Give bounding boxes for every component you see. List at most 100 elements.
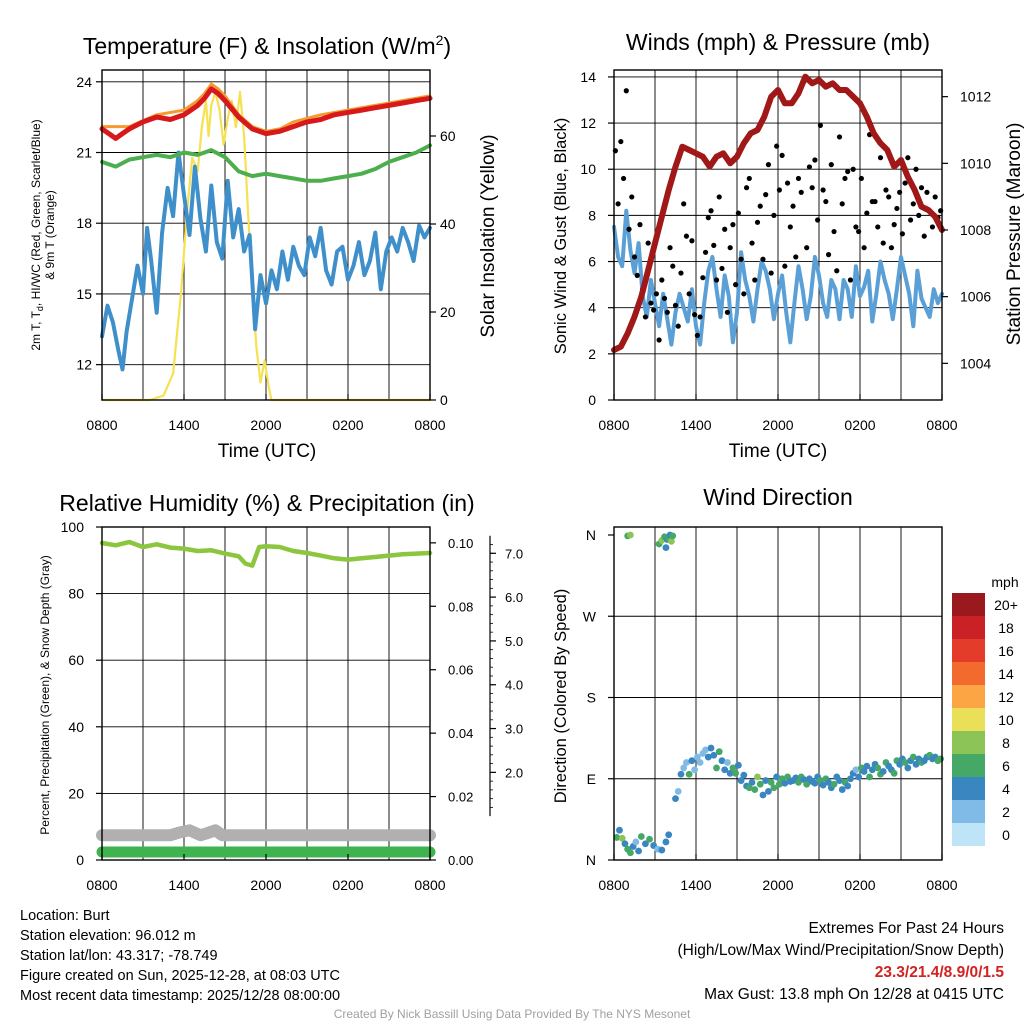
gust-point (743, 185, 750, 191)
extremes-legend: (High/Low/Max Wind/Precipitation/Snow De… (677, 942, 1005, 959)
gust-point (929, 224, 936, 230)
wind-direction-point (693, 753, 701, 761)
gust-point (883, 187, 889, 193)
x-tick-label: 1400 (680, 877, 711, 893)
wind-direction-point (642, 840, 649, 848)
station-info: Location: Burt Station elevation: 96.012… (20, 906, 340, 1006)
gust-point (724, 309, 731, 315)
wind-direction-point (912, 760, 920, 768)
gust-point (697, 314, 703, 320)
y-tick-label: 20 (68, 785, 84, 801)
y2-tick-label: 0 (440, 392, 448, 408)
wind-direction-point (696, 759, 704, 766)
gust-point (834, 268, 840, 274)
wind-direction-panel: Wind Direction 0800 1400 2000 0200 0800NESWN… (552, 484, 1019, 893)
figure-created: Figure created on Sun, 2025-12-28, at 08… (20, 968, 340, 984)
colorbar-swatch (952, 777, 985, 800)
x-tick-label: 1400 (168, 877, 199, 893)
max-gust: Max Gust: 13.8 mph On 12/28 at 0415 UTC (704, 986, 1004, 1003)
x-tick-label: 0800 (598, 877, 629, 893)
y-tick-label: 12 (580, 115, 596, 131)
gust-point (891, 222, 897, 228)
dewpoint-line (100, 143, 432, 183)
wind-direction-point (674, 787, 682, 795)
wind-direction-point (685, 770, 693, 778)
wind-direction-point (737, 777, 745, 784)
y2-tick-label: 1008 (960, 222, 991, 238)
wind-direction-point (847, 775, 854, 783)
y-tick-label: 100 (61, 519, 85, 535)
gust-point (634, 272, 640, 278)
colorbar-swatch (952, 616, 985, 639)
gust-point (831, 228, 837, 235)
colorbar-label: 6 (1002, 758, 1010, 774)
y-tick-label: 0 (76, 852, 84, 868)
snow-depth-line (96, 824, 436, 842)
gust-point (888, 245, 895, 251)
colorbar-label: 0 (1002, 827, 1010, 843)
gust-point (713, 277, 720, 283)
colorbar-swatch (952, 823, 985, 846)
wind-direction-point (632, 838, 640, 846)
gust-point (916, 212, 922, 218)
speed-colorbar: mph 20+ 18 16 14 12 10 8 6 4 2 0 (952, 574, 1019, 846)
y-tick-label: 6 (588, 254, 596, 270)
wind-direction-point (713, 764, 720, 772)
wind-direction-point (838, 786, 846, 793)
wind-direction-point (710, 751, 718, 759)
y-tick-label: 80 (68, 586, 84, 602)
gust-point (784, 180, 791, 186)
snow-depth-tick-label: 5.0 (505, 634, 523, 649)
wind-direction-point (767, 778, 775, 786)
y-tick-label: 4 (588, 300, 596, 316)
gust-point (653, 291, 659, 297)
gust-point (694, 332, 700, 338)
extremes-title: Extremes For Past 24 Hours (808, 920, 1004, 937)
gust-point (886, 194, 892, 200)
gust-point (864, 210, 870, 216)
colorbar-label: 4 (1002, 781, 1010, 797)
recent-data-timestamp: Most recent data timestamp: 2025/12/28 0… (20, 988, 341, 1004)
extremes-values: 23.3/21.4/8.9/0/1.5 (874, 964, 1004, 981)
colorbar-label: 20+ (994, 597, 1018, 613)
wind-direction-point (745, 784, 753, 792)
wind-direction-point (890, 769, 898, 777)
gust-point (648, 300, 654, 306)
y-tick-label: 21 (76, 145, 92, 161)
wind-direction-point (868, 766, 876, 774)
wind-direction-point (759, 791, 767, 799)
colorbar-swatch (952, 685, 985, 708)
y2-tick-label: 60 (440, 128, 456, 144)
gust-point (681, 201, 687, 207)
wind-direction-point (781, 779, 789, 787)
gust-point (670, 263, 676, 269)
gust-point (787, 224, 793, 230)
x-tick-label: 2000 (762, 877, 793, 893)
gust-point (763, 192, 769, 198)
wind-direction-point (734, 761, 742, 769)
colorbar-label: 10 (998, 712, 1014, 728)
station-location: Location: Burt (20, 908, 110, 924)
gust-point (626, 226, 632, 232)
y-tick-label: 10 (580, 161, 596, 177)
gust-point (661, 295, 668, 302)
wind-direction-point (669, 532, 677, 540)
wind-direction-point (811, 779, 819, 787)
gust-point (809, 185, 815, 191)
station-elevation: Station elevation: 96.012 m (20, 928, 196, 944)
wind-direction-point (909, 753, 917, 761)
wind-direction-point (715, 748, 723, 756)
direction-tick-label: S (587, 690, 596, 706)
x-tick-label: 2000 (762, 417, 793, 433)
x-tick-label: 0800 (598, 417, 629, 433)
colorbar-swatch (952, 731, 985, 754)
gust-point (815, 217, 821, 223)
colorbar-label: 14 (998, 666, 1014, 682)
snow-depth-tick-label: 3.0 (505, 722, 523, 737)
humidity-series (96, 539, 436, 858)
colorbar-label: 8 (1002, 735, 1010, 751)
extremes-summary: Extremes For Past 24 Hours (High/Low/Max… (584, 918, 1005, 1006)
wind-direction-point (901, 759, 909, 766)
precip-tick-label: 0.00 (448, 853, 473, 868)
gust-point (856, 228, 862, 235)
